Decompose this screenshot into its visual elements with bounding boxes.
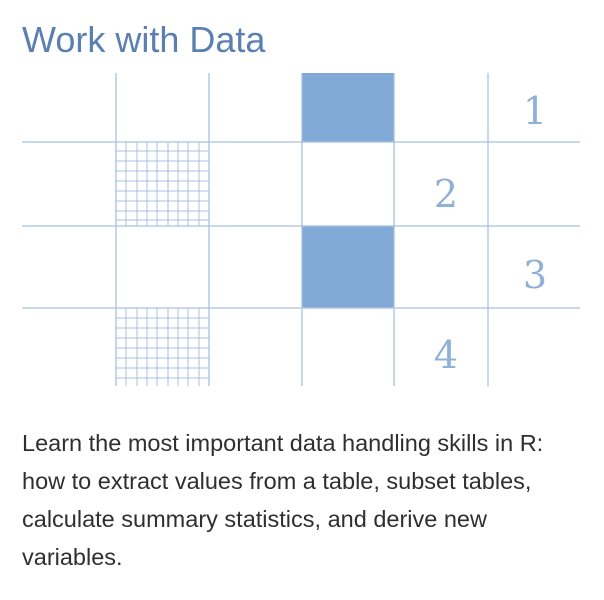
data-table-illustration: 1 2 3 4: [22, 73, 580, 386]
row-number-1: 1: [523, 89, 547, 133]
filled-cell-middle: [302, 226, 394, 308]
card-description: Learn the most important data handling s…: [22, 430, 544, 570]
mesh-pattern-icon: [116, 308, 209, 386]
filled-cell-top: [302, 73, 394, 142]
grid-vertical-lines: [115, 73, 489, 386]
row-number-2: 2: [434, 172, 458, 216]
row-number-3: 3: [523, 253, 547, 297]
mesh-pattern-icon: [116, 142, 209, 226]
grid-horizontal-lines: [22, 141, 580, 309]
row-number-4: 4: [434, 333, 458, 377]
card-title[interactable]: Work with Data: [22, 19, 266, 60]
